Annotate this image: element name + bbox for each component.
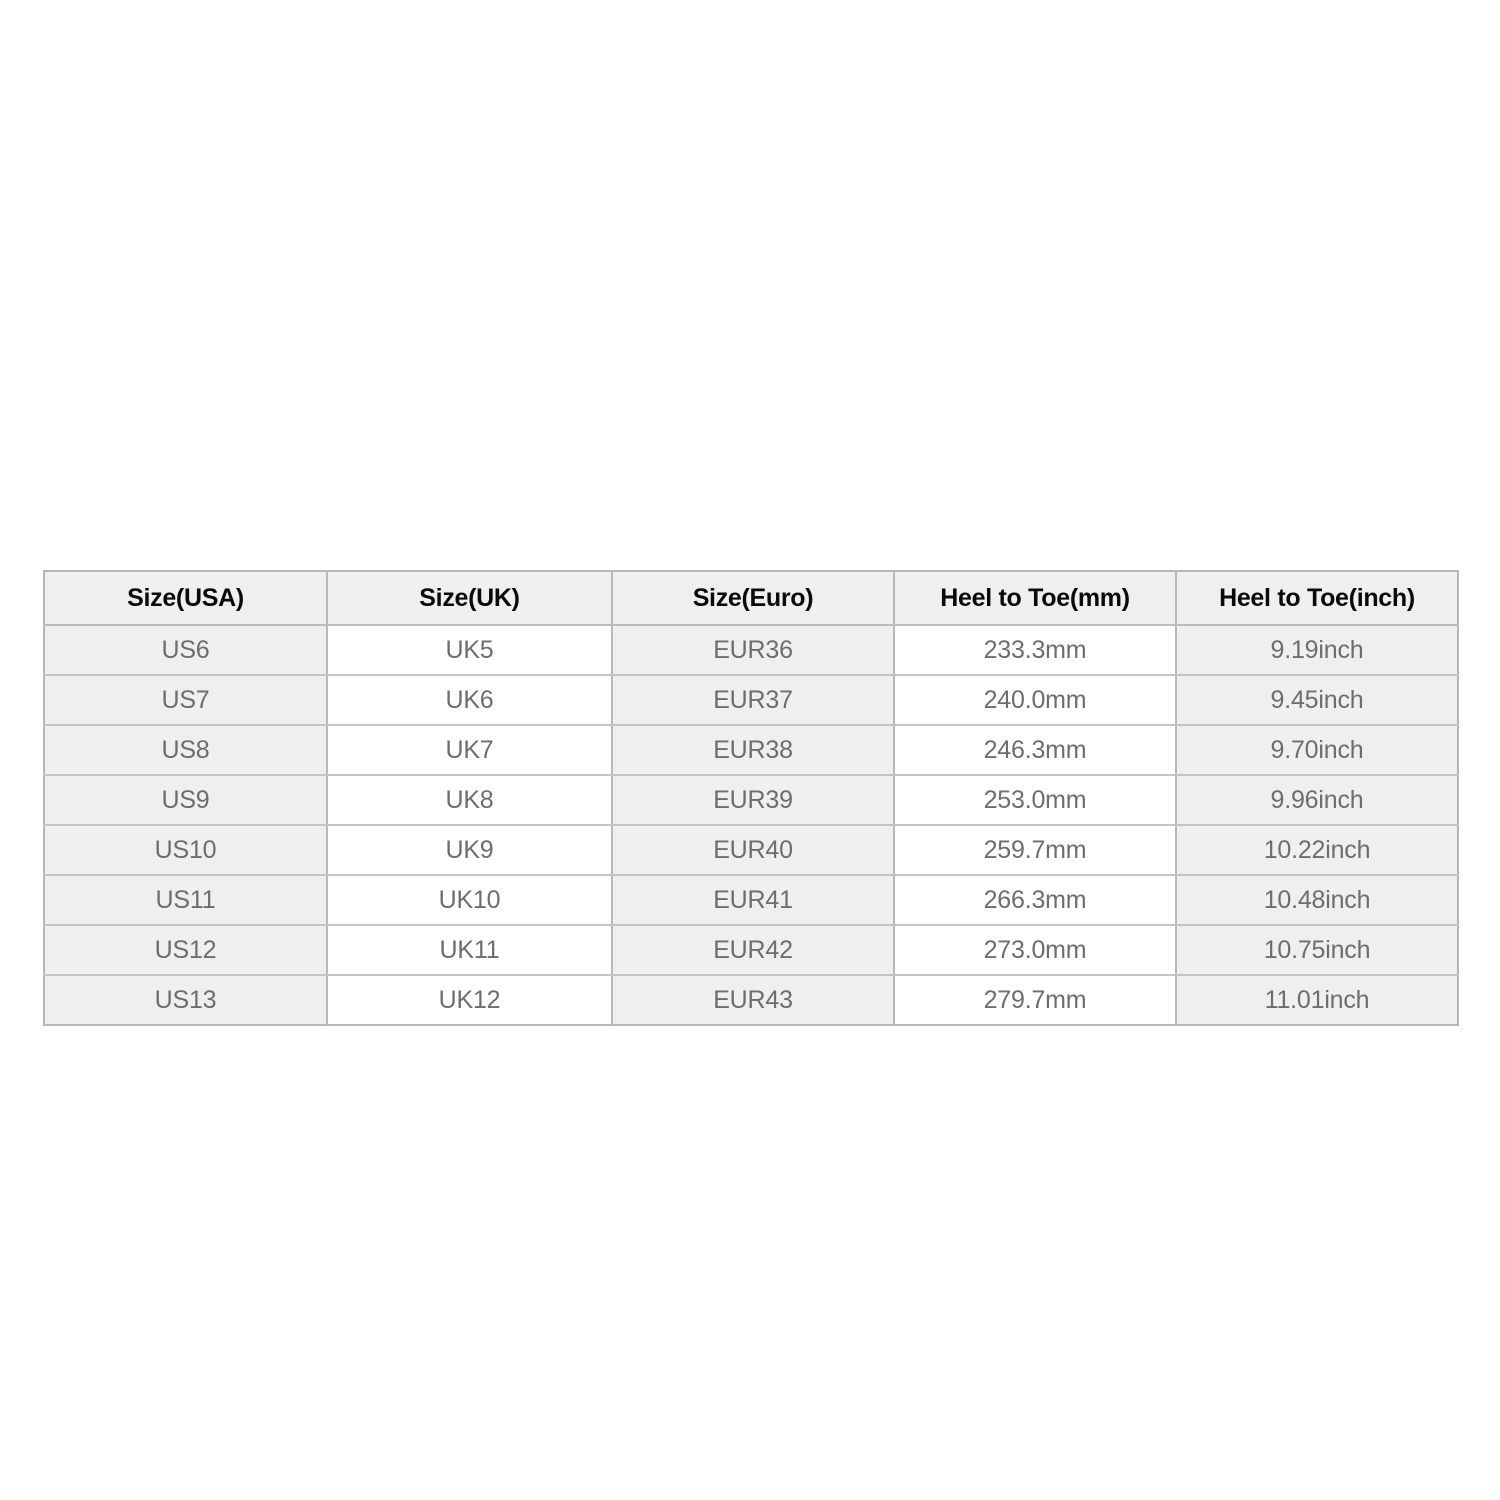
cell-size-euro: EUR41 — [612, 875, 895, 926]
table-row: US6 UK5 EUR36 233.3mm 9.19inch — [44, 625, 1458, 676]
cell-size-uk: UK6 — [327, 675, 613, 726]
table-row: US9 UK8 EUR39 253.0mm 9.96inch — [44, 775, 1458, 826]
table-row: US10 UK9 EUR40 259.7mm 10.22inch — [44, 825, 1458, 876]
cell-size-usa: US6 — [44, 625, 328, 676]
cell-heel-to-toe-mm: 279.7mm — [894, 975, 1177, 1025]
cell-size-uk: UK12 — [327, 975, 613, 1025]
table-row: US8 UK7 EUR38 246.3mm 9.70inch — [44, 725, 1458, 776]
cell-heel-to-toe-mm: 240.0mm — [894, 675, 1177, 726]
table-row: US11 UK10 EUR41 266.3mm 10.48inch — [44, 875, 1458, 926]
cell-size-uk: UK7 — [327, 725, 613, 776]
cell-size-uk: UK11 — [327, 925, 613, 976]
cell-size-usa: US8 — [44, 725, 328, 776]
cell-heel-to-toe-mm: 266.3mm — [894, 875, 1177, 926]
cell-heel-to-toe-inch: 9.45inch — [1176, 675, 1458, 726]
cell-size-euro: EUR37 — [612, 675, 895, 726]
cell-size-euro: EUR43 — [612, 975, 895, 1025]
cell-size-usa: US13 — [44, 975, 328, 1025]
cell-size-euro: EUR38 — [612, 725, 895, 776]
cell-size-euro: EUR42 — [612, 925, 895, 976]
cell-size-usa: US12 — [44, 925, 328, 976]
cell-size-usa: US10 — [44, 825, 328, 876]
cell-heel-to-toe-mm: 233.3mm — [894, 625, 1177, 676]
cell-size-euro: EUR40 — [612, 825, 895, 876]
table-header: Size(USA) Size(UK) Size(Euro) Heel to To… — [44, 571, 1458, 626]
cell-size-usa: US9 — [44, 775, 328, 826]
cell-size-uk: UK10 — [327, 875, 613, 926]
table-row: US7 UK6 EUR37 240.0mm 9.45inch — [44, 675, 1458, 726]
cell-heel-to-toe-mm: 273.0mm — [894, 925, 1177, 976]
cell-heel-to-toe-inch: 10.22inch — [1176, 825, 1458, 876]
column-header-heel-to-toe-inch: Heel to Toe(inch) — [1176, 571, 1458, 626]
size-chart-container: Size(USA) Size(UK) Size(Euro) Heel to To… — [43, 570, 1459, 1026]
cell-size-uk: UK5 — [327, 625, 613, 676]
cell-size-euro: EUR36 — [612, 625, 895, 676]
table-header-row: Size(USA) Size(UK) Size(Euro) Heel to To… — [44, 571, 1458, 626]
cell-heel-to-toe-mm: 253.0mm — [894, 775, 1177, 826]
column-header-size-euro: Size(Euro) — [612, 571, 895, 626]
shoe-size-conversion-table: Size(USA) Size(UK) Size(Euro) Heel to To… — [43, 570, 1459, 1026]
cell-size-usa: US11 — [44, 875, 328, 926]
cell-heel-to-toe-inch: 9.19inch — [1176, 625, 1458, 676]
cell-heel-to-toe-inch: 11.01inch — [1176, 975, 1458, 1025]
cell-heel-to-toe-inch: 10.48inch — [1176, 875, 1458, 926]
cell-size-euro: EUR39 — [612, 775, 895, 826]
column-header-size-uk: Size(UK) — [327, 571, 613, 626]
table-body: US6 UK5 EUR36 233.3mm 9.19inch US7 UK6 E… — [44, 625, 1458, 1025]
cell-size-uk: UK8 — [327, 775, 613, 826]
cell-heel-to-toe-mm: 259.7mm — [894, 825, 1177, 876]
cell-heel-to-toe-inch: 9.70inch — [1176, 725, 1458, 776]
column-header-heel-to-toe-mm: Heel to Toe(mm) — [894, 571, 1177, 626]
cell-heel-to-toe-mm: 246.3mm — [894, 725, 1177, 776]
cell-heel-to-toe-inch: 10.75inch — [1176, 925, 1458, 976]
table-row: US13 UK12 EUR43 279.7mm 11.01inch — [44, 975, 1458, 1025]
cell-size-usa: US7 — [44, 675, 328, 726]
cell-heel-to-toe-inch: 9.96inch — [1176, 775, 1458, 826]
cell-size-uk: UK9 — [327, 825, 613, 876]
table-row: US12 UK11 EUR42 273.0mm 10.75inch — [44, 925, 1458, 976]
column-header-size-usa: Size(USA) — [44, 571, 328, 626]
